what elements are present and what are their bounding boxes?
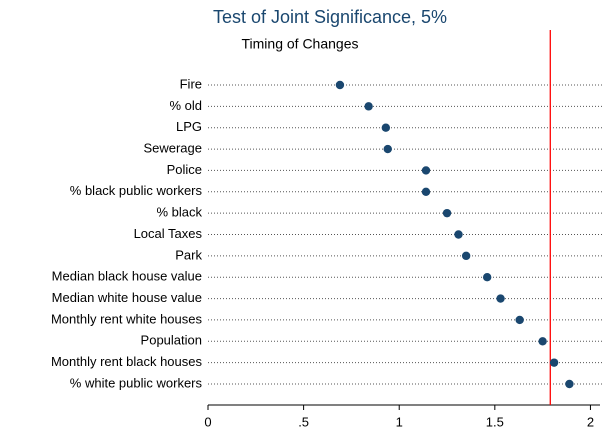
category-label: Median white house value <box>52 290 202 305</box>
category-label: Police <box>167 162 202 177</box>
category-label: % old <box>169 98 202 113</box>
dot <box>538 337 547 346</box>
category-label: Median black house value <box>52 269 202 284</box>
dot <box>565 379 574 389</box>
chart-subtitle: Timing of Changes <box>242 36 359 52</box>
dot <box>335 80 345 90</box>
category-label: Local Taxes <box>134 226 203 241</box>
dot <box>549 358 559 367</box>
category-label: Monthly rent white houses <box>51 311 203 326</box>
dot <box>381 123 391 132</box>
dot <box>482 273 492 282</box>
category-label: % black public workers <box>70 183 203 198</box>
category-label: % white public workers <box>70 375 203 390</box>
category-label: Sewerage <box>143 141 202 156</box>
category-label: Park <box>175 247 202 262</box>
x-tick-label: 1 <box>396 414 403 429</box>
dot <box>515 315 524 325</box>
x-tick-label: 0 <box>204 414 211 429</box>
dot <box>442 208 452 218</box>
chart-title: Test of Joint Significance, 5% <box>213 7 447 27</box>
dot <box>364 102 373 111</box>
category-label: Monthly rent black houses <box>51 354 203 369</box>
category-label: Fire <box>180 76 202 91</box>
dot <box>421 187 431 196</box>
x-tick-label: 2 <box>587 414 594 429</box>
dot <box>421 166 431 175</box>
dot <box>496 294 505 303</box>
x-tick-label: 1.5 <box>486 414 504 429</box>
dot <box>383 144 392 154</box>
category-label: Population <box>141 333 202 348</box>
category-label: % black <box>156 205 202 220</box>
category-label: LPG <box>176 119 202 134</box>
x-tick-label: .5 <box>298 414 309 429</box>
dot <box>461 251 471 261</box>
dot <box>454 230 463 239</box>
